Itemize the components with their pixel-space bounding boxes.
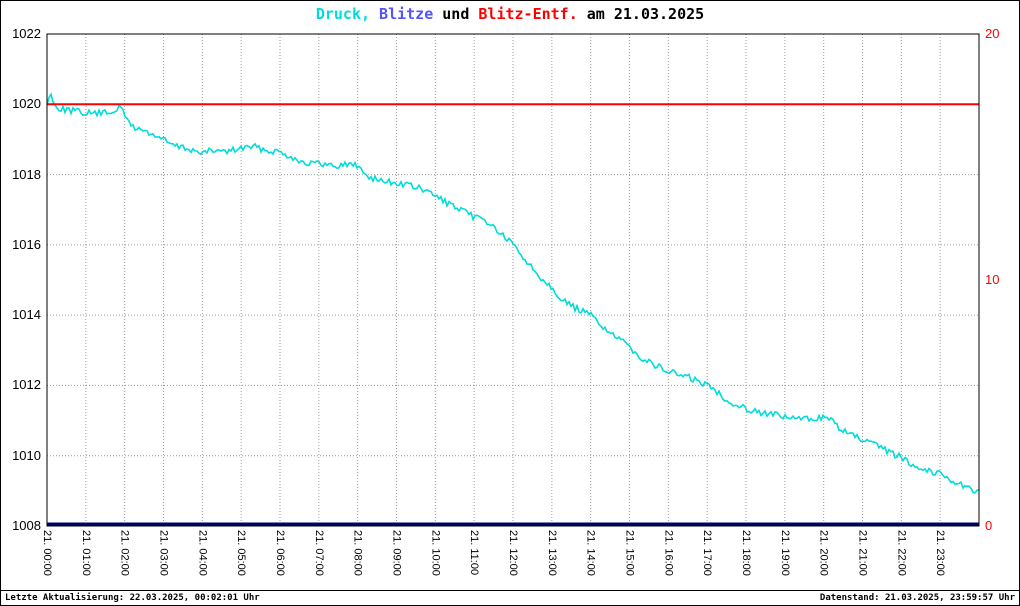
- left-axis-label: 1008: [12, 518, 41, 533]
- last-update-text: Letzte Aktualisierung: 22.03.2025, 00:02…: [5, 593, 260, 603]
- left-axis-label: 1010: [12, 447, 41, 463]
- x-axis-label: 21. 04:00: [196, 530, 209, 576]
- x-axis-label: 21. 10:00: [429, 530, 442, 576]
- x-axis-label: 21. 06:00: [274, 530, 286, 576]
- x-axis-label: 21. 05:00: [235, 530, 248, 576]
- x-axis-label: 21. 21:00: [856, 530, 869, 576]
- left-axis-label: 1022: [12, 26, 41, 41]
- x-axis-label: 21. 12:00: [507, 530, 519, 576]
- x-axis-label: 21. 00:00: [41, 530, 53, 576]
- title-segment: und: [433, 5, 479, 23]
- title-segment: Druck,: [315, 5, 371, 23]
- title-segment: am 21.03.2025: [577, 5, 705, 23]
- right-axis-label: 0: [985, 518, 993, 533]
- title-segment: Blitz-Entf.: [478, 5, 578, 23]
- footer-bar: Letzte Aktualisierung: 22.03.2025, 00:02…: [1, 590, 1019, 605]
- left-axis-label: 1020: [12, 96, 41, 112]
- x-axis-label: 21. 14:00: [584, 530, 597, 576]
- x-axis-label: 21. 01:00: [79, 530, 92, 576]
- x-axis-label: 21. 02:00: [118, 530, 131, 576]
- x-axis-label: 21. 19:00: [778, 530, 791, 576]
- left-axis-label: 1018: [12, 166, 41, 182]
- left-axis-label: 1012: [12, 377, 41, 393]
- right-axis-label: 10: [985, 272, 1000, 287]
- series-line-druck: [46, 92, 980, 494]
- x-axis-label: 21. 13:00: [545, 530, 558, 576]
- x-axis-label: 21. 15:00: [623, 530, 636, 576]
- left-axis-label: 1016: [12, 236, 41, 252]
- title-segment: Blitze: [370, 5, 434, 23]
- x-axis-label: 21. 18:00: [740, 530, 752, 576]
- x-axis-label: 21. 22:00: [895, 530, 908, 576]
- left-axis-label: 1014: [12, 307, 41, 323]
- data-state-text: Datenstand: 21.03.2025, 23:59:57 Uhr: [819, 593, 1015, 603]
- chart-title: Druck, Blitze und Blitz-Entf. am 21.03.2…: [1, 5, 1019, 23]
- x-axis-label: 21. 03:00: [157, 530, 170, 576]
- x-axis-label: 21. 07:00: [312, 530, 325, 576]
- x-axis-label: 21. 17:00: [701, 530, 714, 576]
- x-axis-label: 21. 09:00: [390, 530, 403, 576]
- plot-frame: [46, 33, 980, 527]
- x-axis-label: 21. 23:00: [934, 530, 947, 576]
- x-axis-label: 21. 11:00: [468, 530, 481, 576]
- x-axis-label: 21. 16:00: [662, 530, 675, 576]
- x-axis-label: 21. 08:00: [351, 530, 364, 576]
- right-axis-label: 20: [985, 26, 1000, 41]
- x-axis-label: 21. 20:00: [817, 530, 830, 576]
